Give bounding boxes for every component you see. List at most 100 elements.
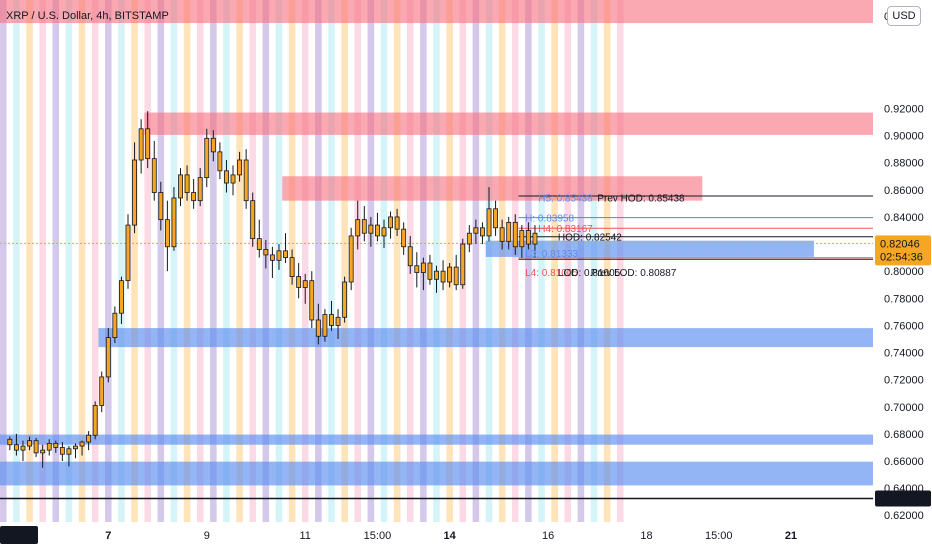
candle-body	[99, 376, 105, 406]
time-tick-label: 18	[640, 530, 652, 542]
session-stripe	[328, 0, 335, 522]
candle-body	[125, 224, 131, 282]
price-tick-label: 0.88000	[884, 158, 924, 170]
candle-body	[374, 224, 380, 237]
session-stripe	[91, 0, 99, 522]
price-tick-label: 0.66000	[884, 456, 924, 468]
low-marker-label: 0.63232	[880, 494, 920, 506]
candle-body	[164, 219, 170, 248]
price-tick-label: 0.62000	[884, 510, 924, 522]
candle-body	[40, 449, 46, 454]
support-zone	[0, 434, 873, 445]
candle-body	[204, 137, 210, 179]
candle-body	[401, 228, 407, 248]
session-stripe	[433, 0, 440, 522]
candle-body	[276, 250, 282, 261]
candle-body	[460, 243, 466, 286]
candle-body	[118, 280, 124, 314]
session-stripe	[393, 0, 401, 522]
candle-body	[73, 445, 78, 450]
price-tick-label: 0.76000	[884, 320, 924, 332]
candle-body	[381, 227, 387, 237]
price-axis-background	[873, 0, 932, 550]
candle-body	[105, 337, 111, 378]
session-stripe	[354, 0, 362, 522]
candle-body	[66, 448, 72, 455]
time-tick-label: 19:00	[5, 530, 33, 542]
candle-body	[434, 270, 439, 280]
candle-body	[335, 316, 341, 326]
time-axis-background	[0, 522, 873, 550]
candle-body	[512, 221, 518, 248]
session-stripe	[39, 0, 46, 522]
price-tick-label: 0.70000	[884, 402, 924, 414]
candle-body	[302, 280, 308, 288]
candle-body	[46, 442, 52, 451]
candle-body	[473, 227, 479, 234]
session-stripe	[590, 0, 598, 522]
candle-body	[499, 227, 505, 242]
level-label: Prev LOD: 0.80887	[591, 268, 677, 279]
session-stripe	[617, 0, 624, 522]
candle-body	[145, 128, 151, 160]
price-tick-label: 0.86000	[884, 185, 924, 197]
price-tick-label: 0.78000	[884, 293, 924, 305]
candle-body	[27, 440, 32, 447]
candle-body	[296, 276, 302, 288]
time-tick-label: 16	[542, 530, 554, 542]
candle-body	[486, 208, 492, 237]
time-axis[interactable]: 19:00 7 9 11 15:00 14 16 18 15:00 21	[0, 522, 873, 550]
session-stripe	[118, 0, 125, 522]
candle-body	[532, 232, 538, 245]
price-tick-label: 0.72000	[884, 375, 924, 387]
price-levels	[0, 195, 873, 260]
support-zone	[485, 240, 814, 257]
candle-body	[525, 230, 531, 245]
price-tick-label: 0.92000	[884, 103, 924, 115]
candle-body	[361, 219, 367, 234]
candle-body	[263, 249, 269, 256]
session-stripe	[144, 0, 151, 522]
candle-body	[13, 444, 19, 451]
session-stripe	[105, 0, 112, 522]
session-stripe	[170, 0, 178, 522]
session-stripe	[603, 0, 611, 522]
session-stripe	[315, 0, 322, 522]
session-stripe	[52, 0, 60, 522]
chart-title: XRP / U.S. Dollar, 4h, BITSTAMP	[6, 10, 169, 22]
candle-body	[480, 227, 485, 237]
level-label: LOD: 0.81005	[558, 268, 621, 279]
price-tick-label: 0.90000	[884, 131, 924, 143]
candle-body	[250, 200, 256, 240]
candle-body	[79, 441, 85, 447]
level-label: L4: 0.81005	[525, 268, 578, 279]
candle-body	[388, 216, 393, 229]
session-stripe	[236, 0, 243, 522]
candle-body	[33, 440, 39, 454]
candle-body	[20, 445, 26, 451]
session-stripe	[577, 0, 585, 522]
candle-body	[394, 216, 400, 230]
session-stripe	[485, 0, 493, 522]
session-stripe	[223, 0, 230, 522]
candle-body	[86, 434, 92, 443]
level-label: H: 0.83958	[525, 213, 574, 224]
candle-body	[506, 221, 512, 242]
currency-button[interactable]: USD	[887, 6, 921, 26]
level-label: H5: 0.85438	[538, 193, 593, 204]
candle-body	[309, 280, 315, 321]
candle-body	[368, 224, 374, 234]
candle-body	[243, 159, 249, 202]
candle-body	[158, 192, 164, 221]
candle-body	[348, 235, 354, 283]
candle-body	[466, 232, 472, 245]
session-stripe	[511, 0, 519, 522]
time-tick-label: 7	[105, 530, 111, 542]
session-stripe	[249, 0, 256, 522]
candle-body	[283, 250, 288, 259]
candle-body	[414, 265, 420, 273]
resistance-zone	[282, 176, 703, 201]
last-price-label: 0.82046	[880, 238, 920, 250]
candle-body	[493, 208, 499, 229]
